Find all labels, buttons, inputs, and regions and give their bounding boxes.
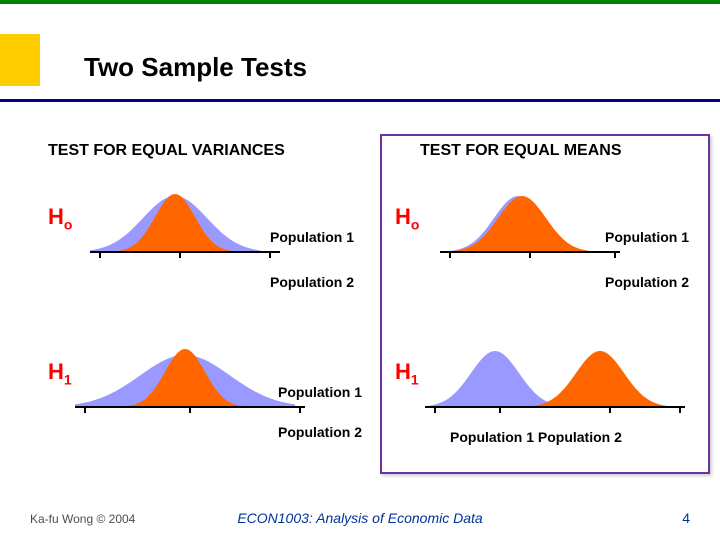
page-title: Two Sample Tests [84,52,307,83]
right-h1-label: H1 [395,359,419,387]
left-heading: TEST FOR EQUAL VARIANCES [48,142,285,160]
left-ho-label: Ho [48,204,72,232]
right-heading: TEST FOR EQUAL MEANS [420,142,622,160]
right-ho-pop2: Population 2 [605,274,689,290]
right-h1-pop12: Population 1 Population 2 [450,429,622,445]
footer-page-number: 4 [682,510,690,526]
left-h1-pop2: Population 2 [278,424,362,440]
right-ho-label: Ho [395,204,419,232]
dist-right-ho [440,194,620,262]
right-panel-border [380,134,710,474]
dist-left-h1 [75,349,305,417]
dist-right-h1 [425,349,685,417]
left-h1-label: H1 [48,359,72,387]
corner-accent [0,34,40,86]
footer-course: ECON1003: Analysis of Economic Data [0,510,720,526]
dist-left-ho [90,194,280,262]
left-ho-pop2: Population 2 [270,274,354,290]
title-underline [0,99,720,102]
left-ho-pop1: Population 1 [270,229,354,245]
